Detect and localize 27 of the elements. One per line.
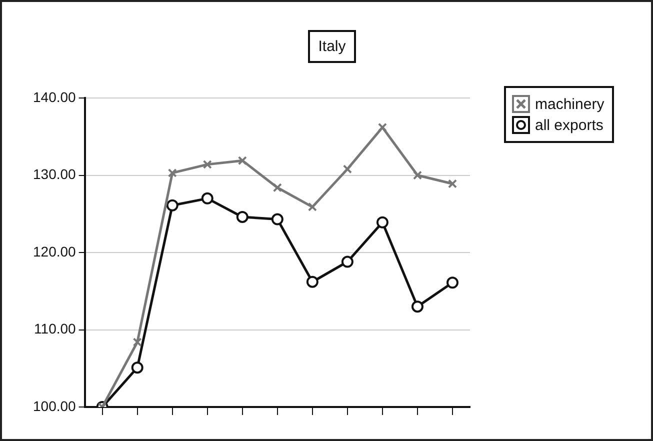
point (131, 362, 144, 374)
y-tick-label: 130.00 (32, 166, 76, 182)
y-tick-label: 120.00 (32, 243, 76, 260)
point (342, 164, 352, 174)
legend-label: machinery (535, 96, 604, 112)
point (202, 160, 212, 169)
point (411, 300, 424, 313)
point (271, 213, 284, 226)
point (448, 179, 458, 188)
legend-label: all exports (535, 116, 604, 134)
y-tick-label: 140.00 (32, 88, 76, 105)
point (412, 170, 422, 180)
point (376, 216, 388, 228)
point (446, 276, 458, 289)
point (238, 156, 247, 166)
point (341, 256, 354, 268)
chart-title: Italy (308, 30, 356, 63)
point (168, 168, 177, 178)
point (132, 338, 142, 347)
point (201, 192, 214, 204)
point (306, 276, 318, 288)
point (236, 210, 248, 223)
point (308, 202, 317, 212)
point (166, 199, 178, 212)
y-tick-label: 110.00 (34, 320, 76, 337)
y-tick-label: 100.00 (32, 398, 76, 414)
point (272, 183, 282, 192)
